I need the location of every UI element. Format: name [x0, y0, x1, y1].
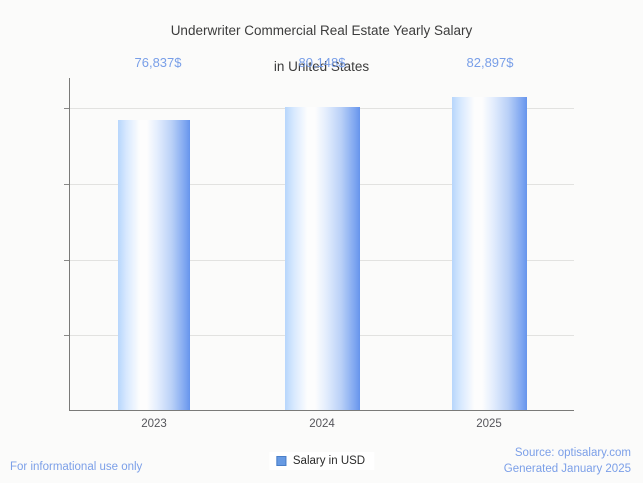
footer-generated-date: Generated January 2025 — [503, 463, 631, 475]
bar-2025[interactable] — [452, 97, 527, 410]
y-axis-tick-60000 — [64, 184, 69, 185]
chart-title: Underwriter Commercial Real Estate Yearl… — [0, 4, 643, 76]
chart-legend[interactable]: Salary in USD — [268, 452, 375, 470]
bar-value-label-2024: 80,148$ — [298, 55, 346, 70]
chart-title-line-2: in United States — [273, 59, 370, 74]
bar-2024[interactable] — [285, 107, 360, 410]
y-axis-tick-40000 — [64, 260, 69, 261]
x-axis-tick-label-2024: 2024 — [309, 418, 335, 430]
y-axis-tick-80000 — [64, 108, 69, 109]
chart-title-line-1: Underwriter Commercial Real Estate Yearl… — [170, 23, 473, 38]
bar-value-label-2025: 82,897$ — [466, 55, 514, 70]
footer-source: Source: optisalary.com — [514, 447, 631, 459]
x-axis-tick-label-2025: 2025 — [476, 418, 502, 430]
bar-2023[interactable] — [118, 120, 190, 410]
y-axis-line — [69, 78, 70, 411]
footer-disclaimer: For informational use only — [10, 461, 143, 473]
footer-attribution: Source: optisalary.com Generated January… — [504, 445, 631, 477]
bar-value-label-2023: 76,837$ — [134, 55, 182, 70]
plot-area — [64, 78, 574, 411]
x-axis-tick-label-2023: 2023 — [141, 418, 167, 430]
x-axis-line — [69, 410, 574, 411]
legend-color-swatch-icon — [275, 456, 286, 466]
y-axis-tick-20000 — [64, 335, 69, 336]
legend-item-label: Salary in USD — [292, 455, 366, 467]
